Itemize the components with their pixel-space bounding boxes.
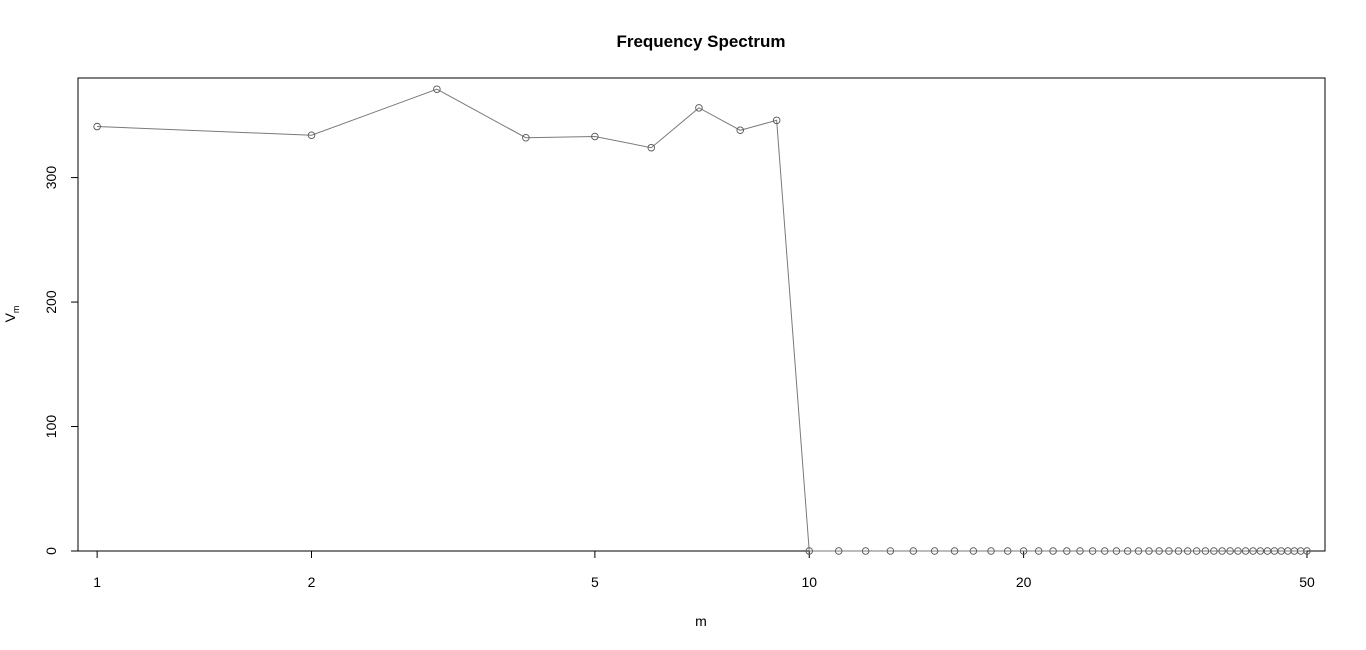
data-point (861, 547, 870, 555)
data-point (969, 547, 978, 555)
data-point (805, 547, 813, 555)
data-point (1063, 547, 1071, 555)
data-point (1134, 547, 1143, 555)
chart-title: Frequency Spectrum (616, 32, 785, 51)
data-point (1088, 547, 1097, 555)
data-point (736, 126, 744, 135)
x-tick-label: 20 (1016, 574, 1032, 590)
data-point (1192, 547, 1201, 555)
data-point (1256, 547, 1265, 555)
data-point (1100, 547, 1109, 555)
y-axis: 0 100 200 300 (43, 166, 79, 555)
data-point (93, 122, 101, 131)
data-point (1019, 547, 1028, 555)
data-point (1241, 547, 1250, 555)
data-point (1034, 547, 1043, 555)
data-point (1226, 547, 1234, 555)
data-point (307, 131, 316, 140)
y-axis-label-main: V (2, 312, 18, 322)
data-point (950, 547, 959, 555)
data-point (909, 547, 918, 555)
data-point (1155, 547, 1163, 555)
data-point (987, 547, 995, 555)
x-tick-label: 2 (308, 574, 316, 590)
data-point (1249, 547, 1257, 555)
y-axis-label-subscript: m (11, 306, 21, 314)
y-axis-label: Vm (2, 306, 21, 323)
y-tick-label: 100 (43, 415, 59, 439)
plot-frame (77, 77, 1326, 552)
data-point (1174, 547, 1183, 555)
data-point (695, 104, 703, 112)
data-point (1218, 547, 1226, 555)
x-tick-label: 1 (93, 574, 101, 590)
data-point (1201, 547, 1210, 555)
data-point (1112, 547, 1121, 555)
data-point (1123, 547, 1132, 555)
data-point (647, 143, 656, 152)
data-point (522, 133, 530, 142)
series-group (93, 85, 1311, 555)
y-tick-label: 300 (43, 166, 59, 190)
data-point (433, 85, 441, 93)
x-tick-label: 50 (1299, 574, 1315, 590)
data-point (834, 547, 843, 555)
data-point (1003, 547, 1012, 555)
series-line (97, 88, 1307, 552)
data-point (1049, 547, 1057, 555)
data-point (1076, 547, 1084, 555)
x-axis-label: m (695, 613, 707, 629)
data-point (930, 547, 939, 555)
x-tick-label: 10 (801, 574, 817, 590)
data-point (1183, 547, 1192, 555)
data-point (772, 116, 781, 125)
data-point (886, 547, 895, 555)
data-point (1234, 547, 1242, 555)
data-point (1210, 547, 1218, 555)
x-tick-label: 5 (591, 574, 599, 590)
data-point (1303, 547, 1311, 555)
data-point (591, 132, 599, 141)
data-point (1145, 547, 1153, 555)
data-point (1165, 547, 1173, 555)
x-axis: 1 2 5 10 20 50 (93, 550, 1315, 590)
y-tick-label: 0 (43, 547, 59, 555)
y-tick-label: 200 (43, 290, 59, 314)
